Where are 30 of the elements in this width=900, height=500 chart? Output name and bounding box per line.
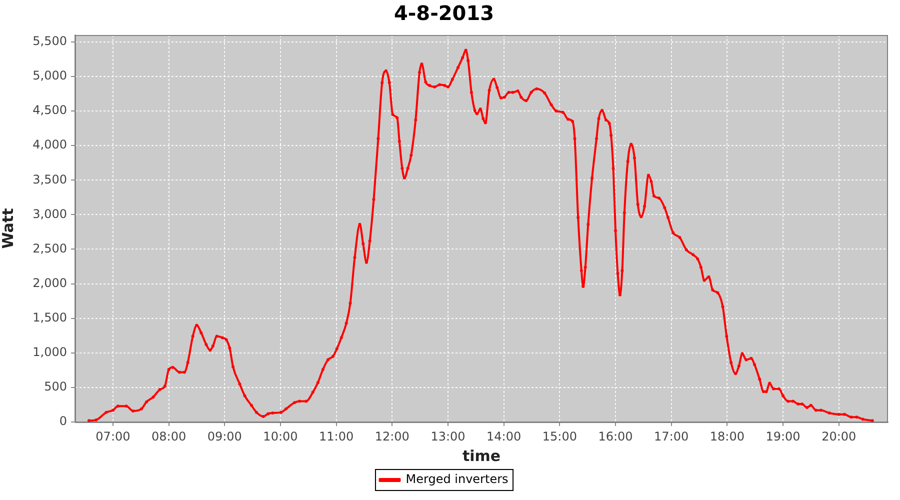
y-tick-label: 0 xyxy=(59,414,67,428)
y-tick-label: 3,500 xyxy=(32,172,67,186)
x-tick-label: 14:00 xyxy=(486,429,522,444)
y-tick-label: 3,000 xyxy=(32,206,67,221)
y-axis-title: Watt xyxy=(0,208,17,249)
y-tick-label: 5,500 xyxy=(32,34,67,48)
chart-title: 4-8-2013 xyxy=(394,1,494,26)
x-tick-label: 12:00 xyxy=(374,429,410,444)
y-tick-label: 1,000 xyxy=(32,345,67,360)
x-tick-label: 20:00 xyxy=(822,429,856,444)
y-tick-label: 2,000 xyxy=(32,276,67,290)
x-tick-label: 08:00 xyxy=(152,429,186,444)
x-tick-label: 07:00 xyxy=(96,429,130,444)
x-tick-label: 16:00 xyxy=(598,429,633,444)
x-tick-label: 10:00 xyxy=(263,429,298,444)
y-tick-label: 5,000 xyxy=(32,68,67,83)
x-axis-title: time xyxy=(462,446,501,465)
y-tick-label: 1,500 xyxy=(32,310,67,324)
x-tick-label: 09:00 xyxy=(207,429,242,444)
y-tick-label: 4,000 xyxy=(32,138,67,152)
x-tick-label: 11:00 xyxy=(319,429,354,444)
y-tick-label: 500 xyxy=(44,380,67,394)
x-tick-label: 17:00 xyxy=(654,429,689,444)
x-tick-label: 18:00 xyxy=(710,429,744,444)
x-tick-label: 13:00 xyxy=(430,429,466,444)
legend-label: Merged inverters xyxy=(406,472,508,486)
x-tick-label: 19:00 xyxy=(766,429,800,444)
y-tick-label: 4,500 xyxy=(32,103,67,118)
x-tick-label: 15:00 xyxy=(542,429,577,444)
y-tick-label: 2,500 xyxy=(32,241,67,256)
